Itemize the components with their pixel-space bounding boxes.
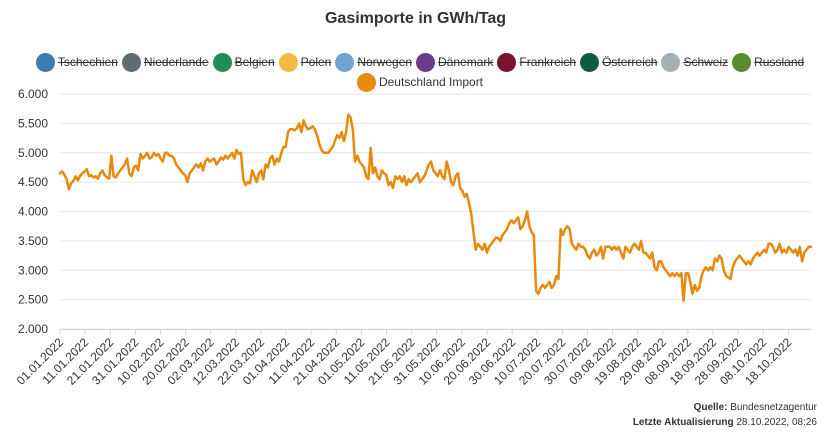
legend-marker-icon — [121, 52, 141, 72]
legend-label: Polen — [300, 55, 332, 69]
source-label: Quelle: — [693, 402, 728, 413]
y-tick-label: 2.500 — [18, 293, 48, 307]
legend-marker-icon — [212, 52, 232, 72]
legend-item[interactable]: Russland — [732, 52, 805, 72]
legend-label: Deutschland Import — [378, 75, 484, 89]
legend-marker-icon — [732, 52, 752, 72]
chart-legend: Tschechien Niederlande Belgien Polen Norwege… — [35, 52, 804, 92]
legend-label: Belgien — [234, 55, 275, 69]
updated-value: 28.10.2022, 08:26 — [736, 417, 817, 428]
legend-item[interactable]: Dänemark — [416, 52, 494, 72]
legend-label: Frankreich — [519, 55, 577, 69]
legend-item[interactable]: Österreich — [580, 52, 658, 72]
legend-item[interactable]: Belgien — [212, 52, 275, 72]
source-value: Bundesnetzagentur — [730, 402, 817, 413]
legend-label: Norwegen — [357, 55, 413, 69]
legend-marker-icon — [497, 52, 517, 72]
legend-label: Niederlande — [143, 55, 209, 69]
legend-item[interactable]: Niederlande — [121, 52, 209, 72]
legend-item[interactable]: Tschechien — [35, 52, 118, 72]
y-tick-label: 6.000 — [18, 87, 48, 101]
legend-label: Russland — [754, 55, 805, 69]
y-tick-label: 2.000 — [18, 322, 48, 336]
y-tick-label: 3.000 — [18, 263, 48, 277]
legend-marker-icon — [416, 52, 436, 72]
update-credit: Letzte Aktualisierung 28.10.2022, 08:26 — [633, 417, 817, 428]
legend-row: Deutschland Import — [40, 72, 800, 92]
legend-marker-icon — [278, 52, 298, 72]
legend-row: Tschechien Niederlande Belgien Polen Norwege… — [35, 52, 804, 72]
chart-title: Gasimporte in GWh/Tag — [324, 10, 507, 27]
y-tick-label: 4.000 — [18, 205, 48, 219]
legend-marker-icon — [661, 52, 681, 72]
legend-marker-icon — [335, 52, 355, 72]
legend-label: Dänemark — [438, 55, 494, 69]
legend-marker-icon — [35, 52, 55, 72]
legend-marker-icon — [580, 52, 600, 72]
legend-item[interactable]: Frankreich — [497, 52, 577, 72]
y-tick-label: 3.500 — [18, 234, 48, 248]
legend-item[interactable]: Norwegen — [335, 52, 413, 72]
legend-label: Tschechien — [57, 55, 118, 69]
y-tick-label: 5.500 — [18, 116, 48, 130]
y-tick-label: 4.500 — [18, 175, 48, 189]
legend-item[interactable]: Polen — [278, 52, 332, 72]
source-credit: Quelle: Bundesnetzagentur — [694, 402, 817, 413]
legend-item[interactable]: Deutschland Import — [356, 72, 484, 92]
legend-item[interactable]: Schweiz — [661, 52, 729, 72]
legend-label: Österreich — [602, 55, 658, 69]
y-tick-label: 5.000 — [18, 146, 48, 160]
legend-label: Schweiz — [683, 55, 729, 69]
series-line-deutschland-import — [58, 113, 813, 303]
updated-label: Letzte Aktualisierung — [632, 417, 734, 428]
legend-marker-icon — [356, 72, 376, 92]
